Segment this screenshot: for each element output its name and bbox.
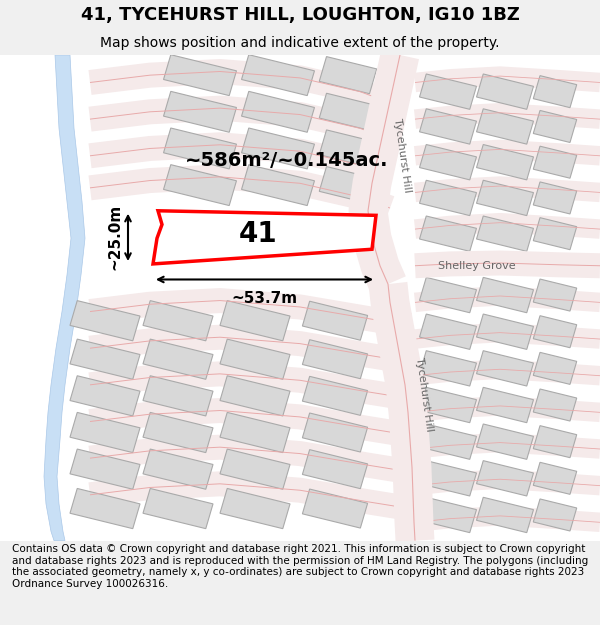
Polygon shape — [242, 164, 314, 206]
Polygon shape — [533, 352, 577, 384]
Polygon shape — [476, 180, 533, 216]
Polygon shape — [0, 55, 600, 541]
Polygon shape — [302, 449, 368, 489]
Polygon shape — [143, 339, 213, 379]
Polygon shape — [533, 389, 577, 421]
Polygon shape — [164, 55, 236, 96]
Text: ~25.0m: ~25.0m — [107, 204, 122, 271]
Polygon shape — [164, 128, 236, 169]
Polygon shape — [70, 489, 140, 529]
Polygon shape — [153, 211, 376, 264]
Polygon shape — [533, 499, 577, 531]
Text: Map shows position and indicative extent of the property.: Map shows position and indicative extent… — [100, 36, 500, 50]
Polygon shape — [419, 278, 476, 312]
Polygon shape — [242, 128, 314, 169]
Polygon shape — [70, 339, 140, 379]
Polygon shape — [419, 74, 476, 109]
Polygon shape — [476, 314, 533, 349]
Polygon shape — [302, 301, 368, 340]
Polygon shape — [419, 144, 476, 180]
Polygon shape — [302, 376, 368, 416]
Polygon shape — [302, 413, 368, 452]
Polygon shape — [419, 180, 476, 216]
Polygon shape — [70, 412, 140, 452]
Text: ~586m²/~0.145ac.: ~586m²/~0.145ac. — [185, 151, 389, 170]
Polygon shape — [70, 449, 140, 489]
Polygon shape — [220, 339, 290, 379]
Polygon shape — [143, 412, 213, 452]
Polygon shape — [164, 164, 236, 206]
Polygon shape — [476, 109, 533, 144]
Text: Contains OS data © Crown copyright and database right 2021. This information is : Contains OS data © Crown copyright and d… — [12, 544, 588, 589]
Polygon shape — [302, 489, 368, 528]
Polygon shape — [319, 166, 377, 204]
Polygon shape — [419, 424, 476, 459]
Polygon shape — [476, 144, 533, 180]
Polygon shape — [319, 93, 377, 131]
Polygon shape — [143, 449, 213, 489]
Polygon shape — [419, 109, 476, 144]
Polygon shape — [70, 376, 140, 416]
Polygon shape — [220, 412, 290, 452]
Polygon shape — [143, 489, 213, 529]
Polygon shape — [476, 424, 533, 459]
Polygon shape — [476, 216, 533, 251]
Polygon shape — [533, 316, 577, 348]
Polygon shape — [242, 55, 314, 96]
Polygon shape — [70, 301, 140, 341]
Polygon shape — [220, 449, 290, 489]
Polygon shape — [143, 376, 213, 416]
Polygon shape — [302, 340, 368, 379]
Polygon shape — [476, 351, 533, 386]
Polygon shape — [533, 462, 577, 494]
Polygon shape — [533, 217, 577, 249]
Polygon shape — [220, 376, 290, 416]
Polygon shape — [533, 111, 577, 142]
Polygon shape — [44, 55, 85, 541]
Polygon shape — [476, 498, 533, 532]
Polygon shape — [419, 216, 476, 251]
Polygon shape — [476, 388, 533, 422]
Polygon shape — [419, 461, 476, 496]
Polygon shape — [220, 301, 290, 341]
Polygon shape — [533, 146, 577, 178]
Text: ~53.7m: ~53.7m — [232, 291, 298, 306]
Polygon shape — [143, 301, 213, 341]
Polygon shape — [419, 314, 476, 349]
Polygon shape — [533, 182, 577, 214]
Polygon shape — [533, 426, 577, 458]
Polygon shape — [476, 461, 533, 496]
Polygon shape — [419, 351, 476, 386]
Polygon shape — [319, 130, 377, 167]
Polygon shape — [476, 74, 533, 109]
Text: 41: 41 — [238, 219, 277, 248]
Polygon shape — [319, 57, 377, 94]
Text: 41, TYCEHURST HILL, LOUGHTON, IG10 1BZ: 41, TYCEHURST HILL, LOUGHTON, IG10 1BZ — [80, 6, 520, 24]
Polygon shape — [476, 278, 533, 312]
Polygon shape — [419, 388, 476, 422]
Polygon shape — [419, 498, 476, 532]
Polygon shape — [220, 489, 290, 529]
Text: Tycehurst Hill: Tycehurst Hill — [414, 356, 434, 432]
Polygon shape — [242, 91, 314, 132]
Polygon shape — [533, 279, 577, 311]
Text: Shelley Grove: Shelley Grove — [438, 261, 515, 271]
Polygon shape — [164, 91, 236, 132]
Polygon shape — [533, 76, 577, 108]
Text: Tycehurst Hill: Tycehurst Hill — [392, 118, 412, 194]
